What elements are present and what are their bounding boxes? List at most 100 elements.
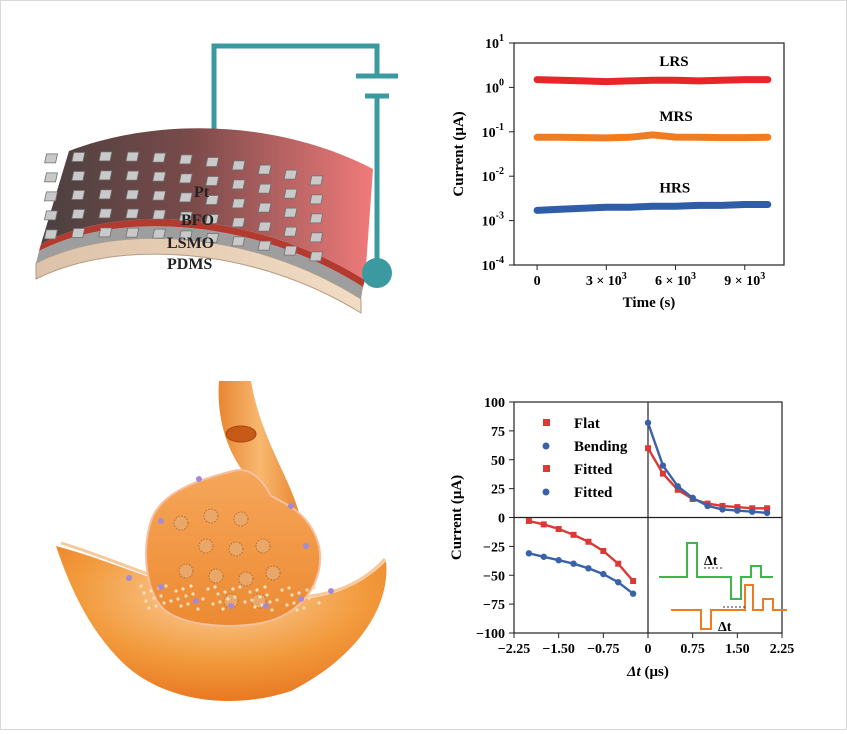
series-label-mrs: MRS [659,109,692,125]
stdp-y-tick-label: −75 [483,598,505,613]
inset-delta-t-label: Δt [718,620,732,635]
stdp-legend-marker [543,465,550,472]
retention-y-tick-base: 10 [485,37,499,52]
stdp-point-bending [689,494,696,502]
neurotransmitter-particle [255,588,259,592]
pt-electrode-pad [309,232,324,243]
neurotransmitter-particle [196,607,200,611]
neurotransmitter-particle [169,599,173,603]
receptor-dot [288,503,294,509]
layer-label-bfo: BFO [181,212,214,229]
neurotransmitter-particle [218,600,222,604]
pt-electrode-pad [71,152,86,162]
pt-electrode-pad [257,183,272,194]
stdp-point-flat [585,538,592,545]
neurotransmitter-particle [317,601,321,605]
pt-electrode-pad [152,190,167,201]
retention-y-tick-base: 10 [482,170,496,185]
stdp-legend-marker [542,442,550,450]
neurotransmitter-particle [189,584,193,588]
stdp-x-tick-label: 0 [645,642,652,657]
stdp-x-tick-label: −1.50 [542,642,574,657]
pt-electrode-pad [43,210,58,221]
stdp-point-flat [615,560,622,567]
neurotransmitter-particle [287,586,291,590]
pre-pulse-trace [659,542,773,600]
layer-label-lsmo: LSMO [167,235,214,252]
stdp-fit-bending [646,422,768,515]
stdp-y-tick-label: 25 [491,483,505,498]
neurotransmitter-particle [139,584,143,588]
neurotransmitter-particle [260,603,264,607]
receptor-dot [298,596,304,602]
stdp-x-tick-label: 0.75 [680,642,705,657]
neurotransmitter-particle [216,592,220,596]
stdp-y-tick-label: 100 [484,396,505,411]
pt-electrode-pad [231,217,246,228]
pt-electrode-pad [231,236,246,247]
stdp-point-bending [704,502,711,510]
vesicle [208,568,224,584]
neurotransmitter-particle [253,605,257,609]
retention-y-tick-exp: -1 [496,122,504,133]
stdp-point-bending [763,509,771,517]
neurotransmitter-particle [184,594,188,598]
retention-line-mrs [533,131,772,142]
pt-electrode-pad [309,213,324,224]
retention-y-tick-base: 10 [482,215,496,230]
axon [218,381,301,521]
pt-electrode-pad [309,175,324,186]
pt-electrode-pad [125,151,140,162]
receptor-dot [158,518,164,524]
stdp-x-tick-label: 2.25 [770,642,795,657]
retention-plot-frame [513,42,785,266]
retention-series [533,76,772,214]
pt-electrode-pad [125,170,140,181]
pt-electrode-pad [125,208,140,219]
retention-y-tick-label: 10-3 [482,211,504,230]
pt-electrode-pad [98,208,113,219]
retention-x-tick-label: 9 × 103 [724,271,765,289]
stdp-point-flat [525,517,532,524]
neurotransmitter-particle [213,585,217,589]
pt-electrode-pad [205,214,220,224]
neurotransmitter-particle [154,604,158,608]
pt-electrode-pad [231,198,246,209]
stdp-fit-flat [528,519,635,582]
vesicle [178,563,194,579]
pt-electrode-pad [257,202,272,213]
pt-electrode-pad [283,226,298,237]
neurotransmitter-particle [206,587,210,591]
stdp-point-bending [585,565,592,572]
retention-y-tick-base: 10 [482,259,496,274]
stdp-point-flat [630,578,637,585]
stdp-point-bending [540,553,547,560]
retention-y-tick-label: 100 [485,77,504,96]
neurotransmitter-particle [223,590,227,594]
retention-y-tick-exp: 1 [499,33,504,44]
neurotransmitter-particle [302,606,306,610]
retention-y-tick-exp: 0 [499,77,504,88]
layer-label-pt: Pt [194,184,210,201]
stdp-legend-label: Fitted [574,485,613,501]
retention-y-tick-base: 10 [485,81,499,96]
stdp-series [525,419,771,597]
pt-electrode-pad [98,170,113,181]
neurotransmitter-particle [280,588,284,592]
vesicle [228,541,244,557]
stdp-y-axis-label: Current (μA) [449,475,465,560]
neurotransmitter-particle [243,600,247,604]
pt-electrode-pad [205,157,220,167]
neurotransmitter-particle [164,584,168,588]
pt-electrode-pad [257,221,272,232]
stdp-pulse-inset: Δt Δt [659,542,787,635]
pt-electrode-pad [178,192,193,203]
vesicle [233,511,249,527]
stdp-x-axis-var: Δt [626,664,641,680]
stdp-chart: −2.25 −1.50 −0.75 0 0.75 1.50 2.25 −100 −75 −50 −2… [449,396,794,680]
stdp-x-tick-label: −2.25 [498,642,530,657]
inset-delta-t-label: Δt [704,554,718,569]
circuit-wire [211,43,380,176]
pt-electrode-pad [71,228,86,238]
